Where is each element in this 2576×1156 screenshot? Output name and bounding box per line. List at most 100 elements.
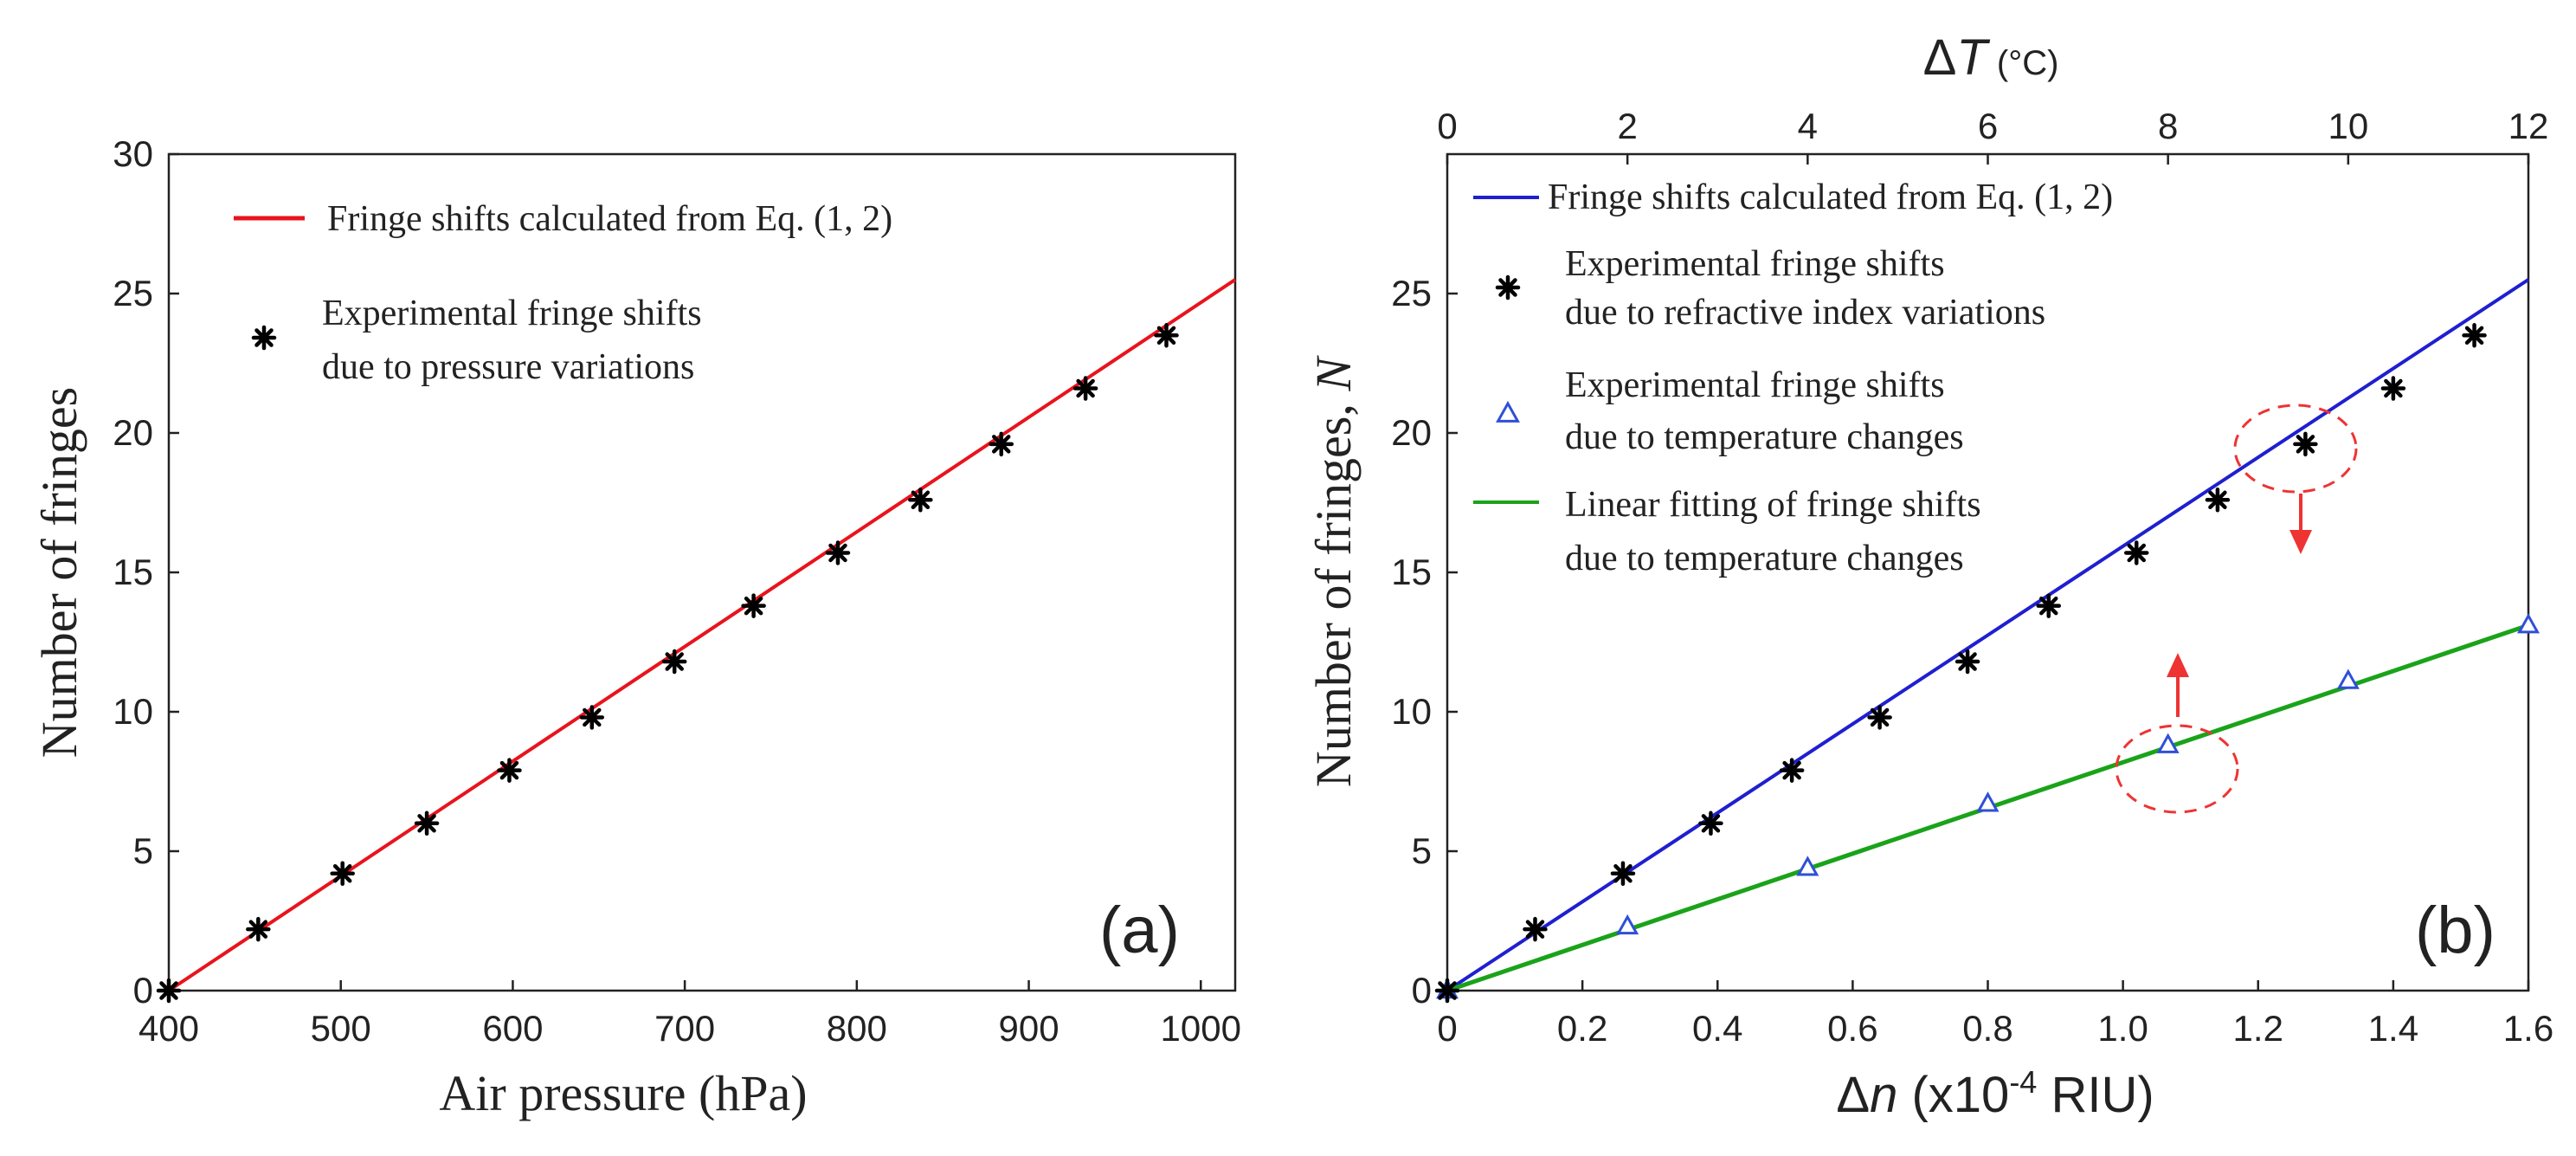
- x-ticks-b: 0 0.2 0.4 0.6 0.8 1.0 1.2 1.4 1.6: [1437, 980, 2553, 1049]
- data-point-ri-stroke: [1525, 920, 1545, 939]
- data-point-ri-stroke: [2384, 378, 2403, 398]
- data-point-a-stroke: [744, 596, 763, 616]
- data-point-ri: [1698, 810, 1723, 836]
- top-x-tick-label-b: 12: [2508, 106, 2549, 146]
- x-tick-label-a: 600: [482, 1008, 543, 1049]
- x-tick-label-b: 0.2: [1557, 1008, 1607, 1049]
- data-point-temperature: [2516, 613, 2541, 634]
- data-point-ri-stroke: [1438, 981, 1457, 1000]
- top-x-tick-label-b: 6: [1978, 106, 1998, 146]
- legend-label-exp-a-line1: Experimental fringe shifts: [322, 294, 702, 333]
- highlight-circle-ri: [2233, 404, 2358, 494]
- top-x-axis-label-b: ΔT (°C): [1923, 29, 2059, 86]
- data-point-temperature: [1796, 856, 1819, 876]
- data-point-a-stroke: [417, 814, 436, 833]
- top-x-label-italic: T: [1956, 29, 1990, 86]
- x-tick-label-b: 0.8: [1962, 1008, 2012, 1049]
- data-point-ri-stroke: [2464, 326, 2484, 346]
- x-tick-label-a: 400: [138, 1008, 199, 1049]
- legend-label-exp-t-line2: due to temperature changes: [1565, 417, 1964, 457]
- data-point-a: [246, 916, 271, 942]
- data-point-a: [156, 978, 182, 1004]
- x-tick-label-b: 0: [1437, 1008, 1457, 1049]
- x-tick-label-b: 0.6: [1827, 1008, 1877, 1049]
- data-point-a: [330, 861, 355, 887]
- legend-label-exp-t-line1: Experimental fringe shifts: [1565, 365, 1945, 405]
- y-axis-label-b: Number of fringes, N: [1305, 355, 1362, 787]
- y-tick-label-b: 0: [1412, 970, 1432, 1011]
- y-tick-label-a: 15: [113, 552, 153, 592]
- legend-label-exp-ri-line2: due to refractive index variations: [1565, 293, 2045, 333]
- x-tick-label-b: 1.6: [2503, 1008, 2553, 1049]
- top-x-label-suffix: (°C): [1987, 44, 2059, 82]
- x-tick-label-a: 800: [827, 1008, 887, 1049]
- data-point-a: [741, 593, 766, 618]
- data-point-ri-stroke: [2208, 490, 2227, 510]
- y-tick-label-a: 25: [113, 273, 153, 313]
- y-tick-label-b: 10: [1391, 691, 1432, 732]
- y-label-b-text: Number of fringes,: [1305, 391, 1362, 787]
- x-tick-label-b: 1.4: [2368, 1008, 2418, 1049]
- data-point-a-stroke: [828, 543, 847, 563]
- plot-area-b: [1434, 278, 2541, 1004]
- y-tick-label-a: 0: [133, 970, 153, 1011]
- y-tick-label-a: 5: [133, 830, 153, 871]
- data-point-a-stroke: [665, 652, 684, 671]
- plot-frame-a: [167, 152, 1237, 992]
- data-point-ri-stroke: [2127, 543, 2146, 563]
- data-point-ri: [1779, 758, 1805, 783]
- data-point-ri-stroke: [2296, 435, 2315, 454]
- data-point-a-stroke: [1156, 326, 1176, 346]
- data-point-ri: [2293, 431, 2318, 457]
- x-tick-label-a: 500: [311, 1008, 371, 1049]
- plot-area-a: [156, 278, 1237, 1004]
- data-point-ri-stroke: [1958, 652, 1977, 671]
- data-point-ri: [1610, 861, 1636, 887]
- top-x-tick-label-b: 4: [1798, 106, 1818, 146]
- data-point-a: [579, 705, 605, 730]
- legend-triangle-b: [1496, 400, 1520, 423]
- x-tick-label-a: 700: [654, 1008, 715, 1049]
- y-tick-label-a: 20: [113, 412, 153, 453]
- top-x-tick-label-b: 2: [1617, 106, 1637, 146]
- data-point-ri: [2123, 540, 2149, 565]
- x-label-b-suffix: RIU): [2037, 1067, 2154, 1123]
- legend-asterisk-b-mark: [1495, 274, 1521, 300]
- legend-triangle-b-mark: [1496, 400, 1520, 423]
- data-point-ri: [2380, 376, 2406, 401]
- data-point-ri-stroke: [1870, 707, 1890, 727]
- data-point-a: [1072, 376, 1098, 401]
- data-point-a: [497, 758, 522, 783]
- data-point-a-stroke: [583, 707, 602, 727]
- x-tick-label-b: 1.2: [2233, 1008, 2283, 1049]
- data-point-a: [661, 649, 687, 675]
- x-label-b-sup: -4: [2009, 1064, 2037, 1100]
- legend-label-fit-line2: due to temperature changes: [1565, 539, 1964, 578]
- legend-label-exp-a-line2: due to pressure variations: [322, 347, 694, 387]
- x-ticks-a: 400 500 600 700 800 900 1000: [138, 980, 1241, 1049]
- data-point-ri-stroke: [1613, 864, 1633, 883]
- panel-b: 0 0.2 0.4 0.6 0.8 1.0 1.2 1.4 1.6 0 2 4 6 8 10 12 0 5 10…: [1305, 29, 2553, 1123]
- data-point-ri: [2462, 323, 2487, 348]
- top-x-tick-label-b: 8: [2158, 106, 2178, 146]
- data-point-a-stroke: [1076, 378, 1095, 398]
- x-axis-label-b: Δn (x10-4 RIU): [1836, 1064, 2154, 1123]
- y-tick-label-b: 20: [1391, 412, 1432, 453]
- data-point-temperature: [1976, 791, 2000, 812]
- data-point-a: [908, 488, 933, 513]
- legend-label-calc-a: Fringe shifts calculated from Eq. (1, 2): [327, 199, 892, 239]
- legend-label-fit-line1: Linear fitting of fringe shifts: [1565, 485, 1981, 525]
- x-axis-label-a: Air pressure (hPa): [439, 1065, 807, 1121]
- data-point-ri: [1867, 705, 1892, 730]
- data-point-a-stroke: [159, 981, 178, 1000]
- x-tick-label-a: 900: [999, 1008, 1059, 1049]
- y-tick-label-b: 25: [1391, 273, 1432, 313]
- legend-asterisk-a: [251, 325, 277, 351]
- x-tick-label-b: 1.0: [2097, 1008, 2148, 1049]
- data-point-a-stroke: [911, 490, 931, 510]
- x-label-b-italic: n: [1870, 1067, 1897, 1123]
- y-tick-label-a: 10: [113, 691, 153, 732]
- y-tick-label-a: 30: [113, 133, 153, 174]
- top-x-tick-label-b: 0: [1437, 106, 1457, 146]
- data-point-a-stroke: [332, 864, 352, 883]
